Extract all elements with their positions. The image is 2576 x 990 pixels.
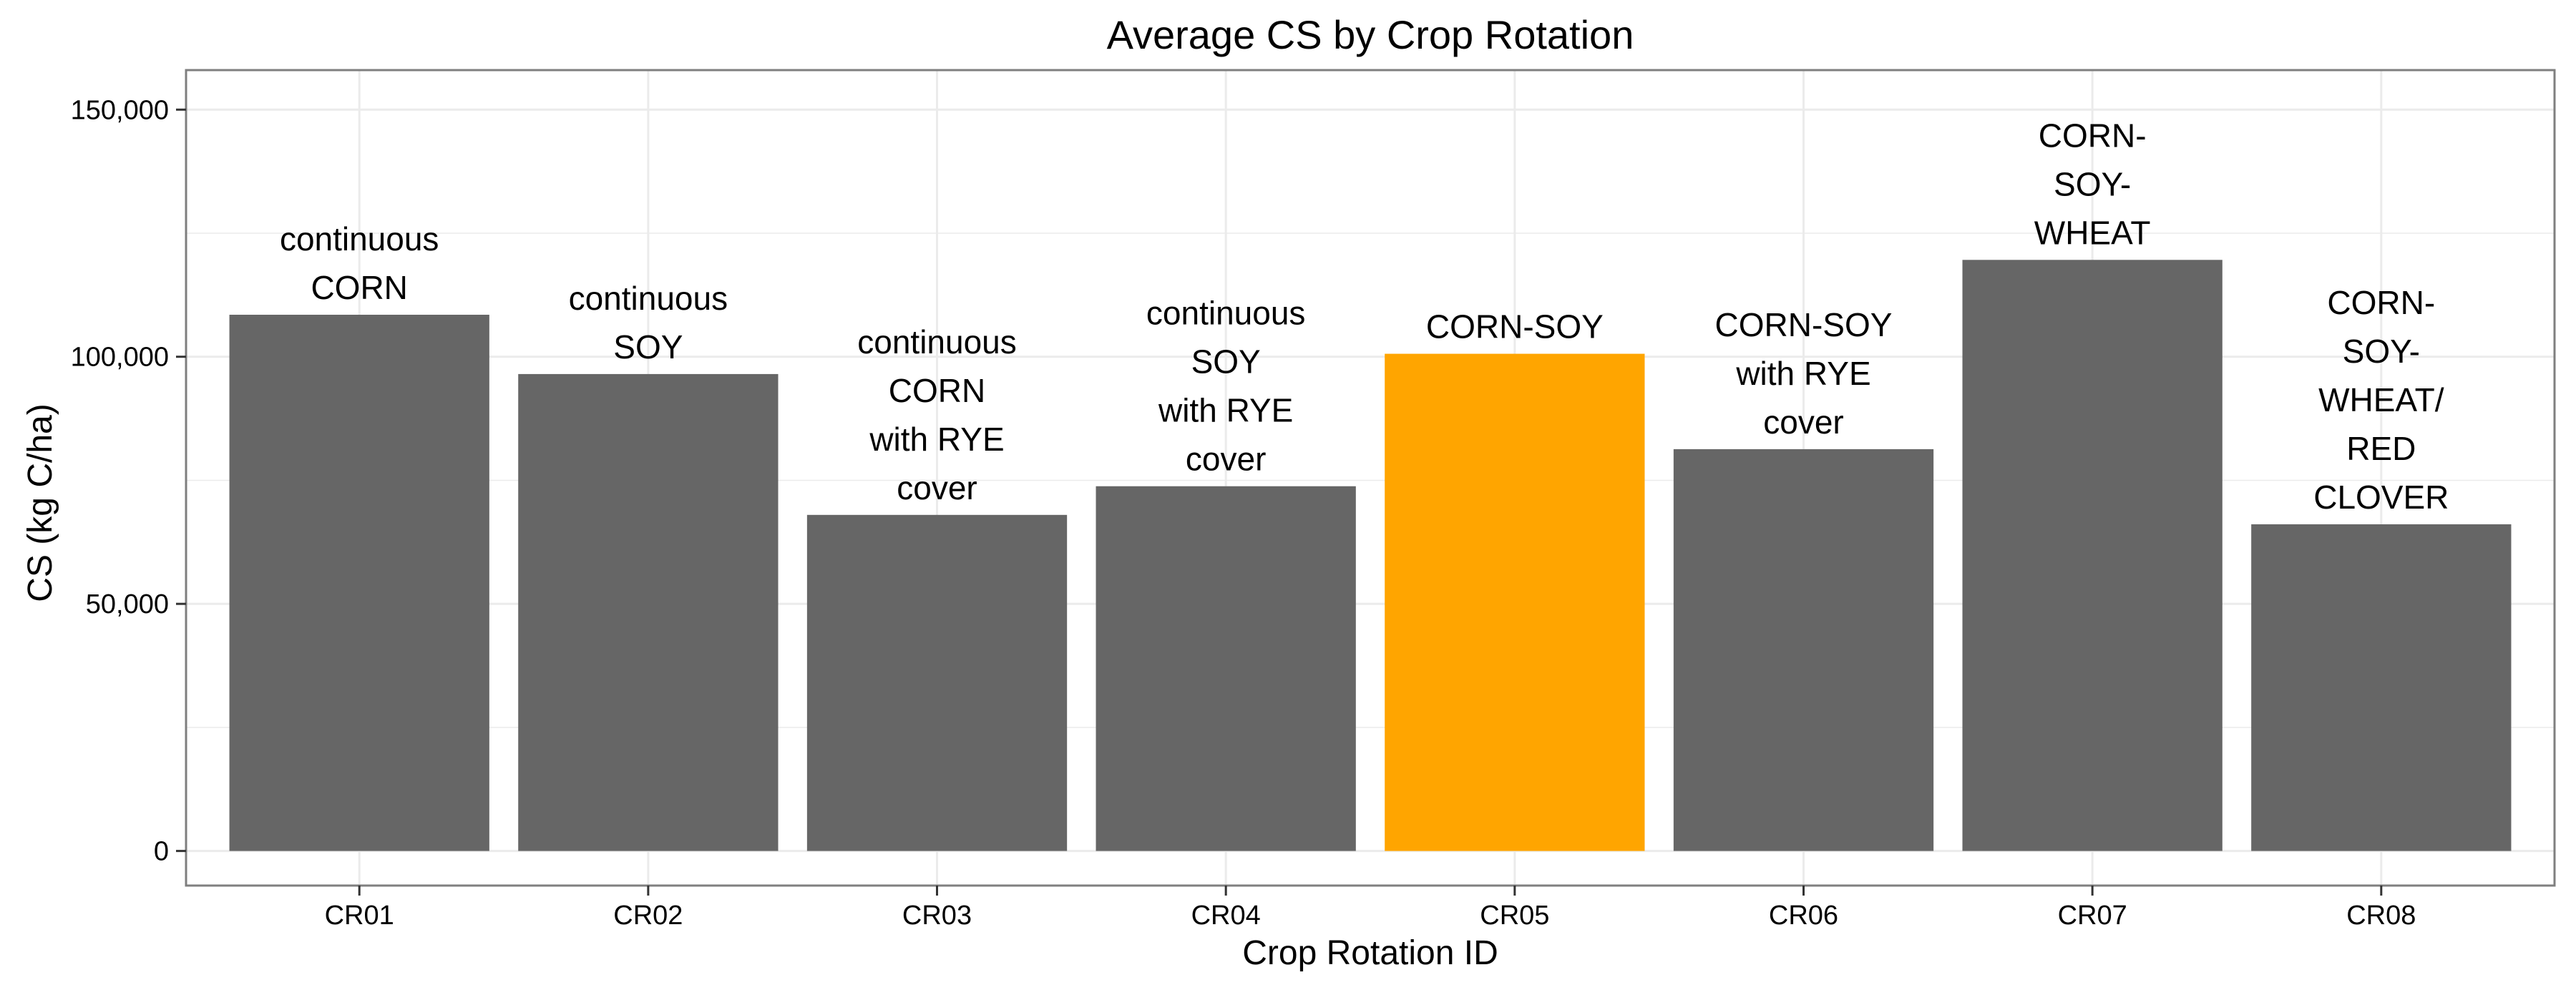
- bar-label-line: continuous: [857, 323, 1017, 361]
- bar-label-cr05: CORN-SOY: [1426, 308, 1604, 345]
- bars: [229, 260, 2512, 851]
- bar-label-line: SOY: [613, 328, 683, 366]
- x-tick-label-cr03: CR03: [902, 901, 972, 931]
- bar-label-line: CORN-SOY: [1715, 306, 1893, 343]
- bar-label-line: cover: [1763, 403, 1843, 441]
- bar-label-line: CORN-: [2327, 284, 2435, 321]
- bar-cr03: [806, 514, 1068, 851]
- bar-labels: continuous CORN continuous SOY continuous COR…: [280, 117, 2449, 516]
- bar-cr05: [1385, 353, 1645, 851]
- bar-label-line: continuous: [569, 280, 728, 317]
- bar-cr07: [1962, 260, 2223, 851]
- bar-label-line: RED: [2346, 430, 2416, 467]
- bar-label-cr06: CORN-SOY with RYE cover: [1715, 306, 1893, 441]
- bar-label-line: CLOVER: [2313, 479, 2449, 516]
- bar-cr02: [518, 373, 779, 851]
- bar-label-line: CORN-SOY: [1426, 308, 1604, 345]
- bar-label-line: with RYE: [1158, 392, 1293, 429]
- bar-label-line: continuous: [1146, 295, 1306, 332]
- chart-title: Average CS by Crop Rotation: [1107, 12, 1634, 57]
- y-tick-label: 50,000: [86, 589, 169, 619]
- y-tick-label: 100,000: [71, 343, 169, 373]
- bar-label-line: WHEAT: [2034, 214, 2151, 251]
- x-axis-title: Crop Rotation ID: [1242, 934, 1498, 972]
- bar-label-line: cover: [1186, 441, 1266, 478]
- bar-label-line: SOY-: [2343, 333, 2420, 370]
- bar-label-line: continuous: [280, 220, 439, 258]
- bar-label-cr02: continuous SOY: [569, 280, 728, 366]
- x-tick-label-cr01: CR01: [325, 901, 394, 931]
- x-tick-label-cr04: CR04: [1191, 901, 1261, 931]
- bar-cr08: [2251, 524, 2512, 851]
- bar-label-cr07: CORN- SOY- WHEAT: [2034, 117, 2151, 251]
- x-tick-label-cr06: CR06: [1769, 901, 1838, 931]
- panel-border: [185, 69, 2556, 887]
- bar-label-line: CORN-: [2039, 117, 2147, 154]
- bar-label-cr03: continuous CORN with RYE cover: [857, 323, 1017, 506]
- bar-label-line: CORN: [311, 269, 407, 306]
- y-tick-label: 150,000: [71, 95, 169, 125]
- x-axis: CR01 CR02 CR03 CR04 CR05 CR06 CR07 CR08: [325, 886, 2416, 931]
- y-axis-title: CS (kg C/ha): [21, 403, 59, 602]
- bar-label-cr04: continuous SOY with RYE cover: [1146, 295, 1306, 478]
- y-axis: 0 50,000 100,000 150,000: [71, 95, 186, 867]
- bar-label-line: with RYE: [1735, 355, 1870, 392]
- bar-label-line: SOY: [1191, 343, 1261, 381]
- bar-label-line: SOY-: [2054, 165, 2131, 202]
- y-tick-label: 0: [154, 837, 169, 867]
- bar-label-line: with RYE: [869, 421, 1004, 458]
- x-tick-label-cr05: CR05: [1480, 901, 1549, 931]
- x-tick-label-cr07: CR07: [2058, 901, 2127, 931]
- bar-label-line: cover: [897, 469, 977, 506]
- bar-label-line: WHEAT/: [2318, 381, 2444, 418]
- bar-cr06: [1673, 449, 1934, 851]
- x-tick-label-cr02: CR02: [613, 901, 683, 931]
- bar-label-line: CORN: [889, 372, 985, 409]
- bar-cr04: [1096, 486, 1356, 851]
- x-tick-label-cr08: CR08: [2346, 901, 2416, 931]
- bar-label-cr08: CORN- SOY- WHEAT/RED CLOVER: [2313, 284, 2449, 516]
- bar-label-cr01: continuous CORN: [280, 220, 439, 306]
- bar-cr01: [229, 315, 489, 851]
